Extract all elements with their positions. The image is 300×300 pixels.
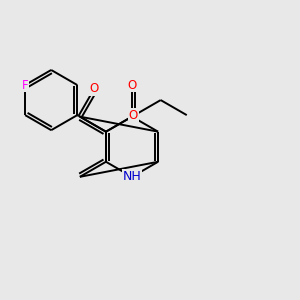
Text: NH: NH: [123, 170, 141, 183]
Text: O: O: [90, 82, 99, 95]
Text: O: O: [129, 110, 138, 122]
Text: F: F: [22, 79, 28, 92]
Text: O: O: [128, 79, 136, 92]
